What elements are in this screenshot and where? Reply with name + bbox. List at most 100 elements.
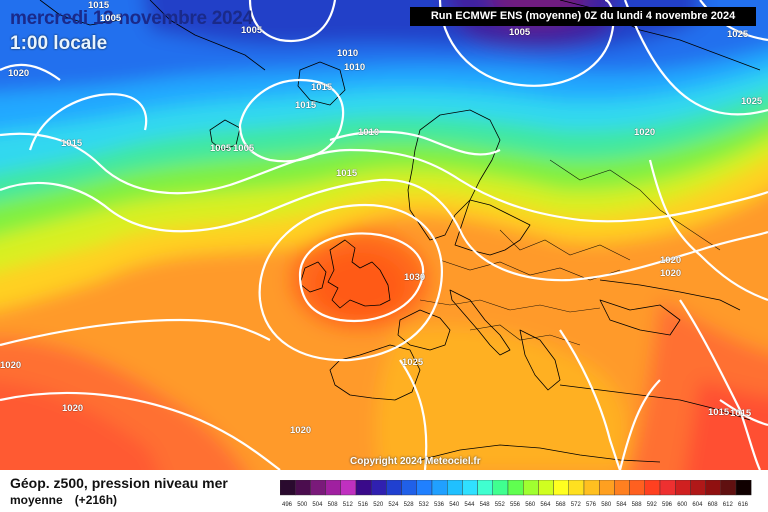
scale-tick-label: 608 [708, 502, 719, 508]
color-scale: 496 500 504 508 512 516 520 524 528 532 536 540 544 5… [280, 480, 752, 508]
isobar-label: 1020 [660, 268, 682, 279]
scale-swatch [568, 480, 585, 496]
isobar-label: 1025 [727, 29, 749, 40]
isobar-label: 1030 [404, 272, 426, 283]
isobar-label: 1025 [402, 357, 424, 368]
scale-tick-label: 568 [556, 502, 567, 508]
legend-title: Géop. z500, pression niveau mer [10, 475, 228, 491]
scale-swatch [462, 480, 478, 496]
scale-swatch [477, 480, 494, 496]
scale-swatch [553, 480, 570, 496]
scale-swatch [507, 480, 524, 496]
scale-tick-label: 520 [373, 502, 384, 508]
scale-tick-label: 580 [601, 502, 612, 508]
scale-tick-label: 548 [480, 502, 491, 508]
scale-tick-label: 616 [738, 502, 749, 508]
scale-tick-label: 504 [312, 502, 323, 508]
scale-swatch [675, 480, 691, 496]
scale-tick-label: 552 [495, 502, 506, 508]
scale-swatch [355, 480, 372, 496]
scale-tick-label: 516 [358, 502, 369, 508]
scale-swatch [538, 480, 554, 496]
forecast-time: 1:00 locale [10, 33, 108, 54]
scale-swatch [583, 480, 600, 496]
isobar-label: 1025 [741, 96, 763, 107]
isobar-label: 1020 [8, 68, 30, 79]
isobar-label: 1005 [509, 27, 531, 38]
scale-tick-label: 500 [297, 502, 308, 508]
scale-tick-label: 544 [464, 502, 475, 508]
scale-swatch [614, 480, 630, 496]
isobar-label: 1005 [233, 143, 255, 154]
isobar-label: 1005 [100, 13, 122, 24]
isobar-label: 1020 [660, 255, 682, 266]
isobar-label: 1015 [311, 82, 333, 93]
isobar-label: 1020 [62, 403, 84, 414]
isobar-label: 1005 [241, 25, 263, 36]
scale-tick-label: 524 [388, 502, 399, 508]
scale-swatch [629, 480, 646, 496]
scale-swatch [735, 480, 752, 496]
scale-tick-label: 540 [449, 502, 460, 508]
scale-swatch [416, 480, 433, 496]
scale-tick-label: 528 [404, 502, 415, 508]
scale-tick-label: 564 [540, 502, 551, 508]
isobars [0, 0, 768, 470]
isobar-label: 1015 [61, 138, 83, 149]
scale-tick-label: 560 [525, 502, 536, 508]
scale-tick-label: 612 [723, 502, 734, 508]
isobar-label: 1015 [295, 100, 317, 111]
isobar-label: 1010 [337, 48, 359, 59]
scale-swatch [659, 480, 676, 496]
borders [419, 159, 721, 346]
scale-tick-label: 536 [434, 502, 445, 508]
scale-swatch [294, 480, 311, 496]
legend-subtitle: moyenne (+216h) [10, 493, 117, 507]
legend-mode: moyenne [10, 493, 63, 507]
scale-swatch [431, 480, 448, 496]
scale-swatch [522, 480, 539, 496]
isobar-label: 1010 [358, 127, 380, 138]
scale-tick-label: 584 [616, 502, 627, 508]
scale-tick-label: 556 [510, 502, 521, 508]
scale-tick-label: 588 [632, 502, 643, 508]
copyright-notice: Copyright 2024 Meteociel.fr [350, 456, 481, 467]
isobar-label: 1005 [210, 143, 232, 154]
scale-swatch [310, 480, 326, 496]
scale-tick-label: 592 [647, 502, 658, 508]
scale-swatch [644, 480, 661, 496]
scale-tick-label: 576 [586, 502, 597, 508]
scale-tick-label: 596 [662, 502, 673, 508]
scale-swatch [325, 480, 341, 496]
isobar-label: 1020 [290, 425, 312, 436]
scale-swatch [386, 480, 402, 496]
forecast-map: mercredi 13 novembre 2024 1:00 locale Ru… [0, 0, 768, 470]
forecast-date: mercredi 13 novembre 2024 [10, 8, 253, 29]
scale-tick-label: 496 [282, 502, 293, 508]
scale-swatch [705, 480, 722, 496]
legend-lead-time: (+216h) [74, 493, 118, 507]
isobar-label: 1015 [730, 408, 752, 419]
scale-swatch [690, 480, 706, 496]
scale-swatch [599, 480, 615, 496]
scale-tick-label: 508 [328, 502, 339, 508]
scale-swatch [280, 480, 296, 496]
scale-tick-label: 572 [571, 502, 582, 508]
scale-tick-label: 600 [677, 502, 688, 508]
scale-swatch [446, 480, 463, 496]
isobar-label: 1015 [336, 168, 358, 179]
isobar-label: 1010 [344, 62, 366, 73]
isobar-label: 1020 [0, 360, 22, 371]
scale-tick-label: 532 [419, 502, 430, 508]
scale-swatch [340, 480, 357, 496]
isobar-label: 1015 [708, 407, 730, 418]
scale-swatch [492, 480, 509, 496]
run-info-banner: Run ECMWF ENS (moyenne) 0Z du lundi 4 no… [410, 7, 756, 26]
scale-swatch [720, 480, 737, 496]
scale-tick-label: 512 [343, 502, 354, 508]
scale-swatch [370, 480, 387, 496]
isobar-label: 1020 [634, 127, 656, 138]
scale-swatch [401, 480, 417, 496]
scale-tick-label: 604 [692, 502, 703, 508]
isobar-label: 1015 [88, 0, 110, 11]
